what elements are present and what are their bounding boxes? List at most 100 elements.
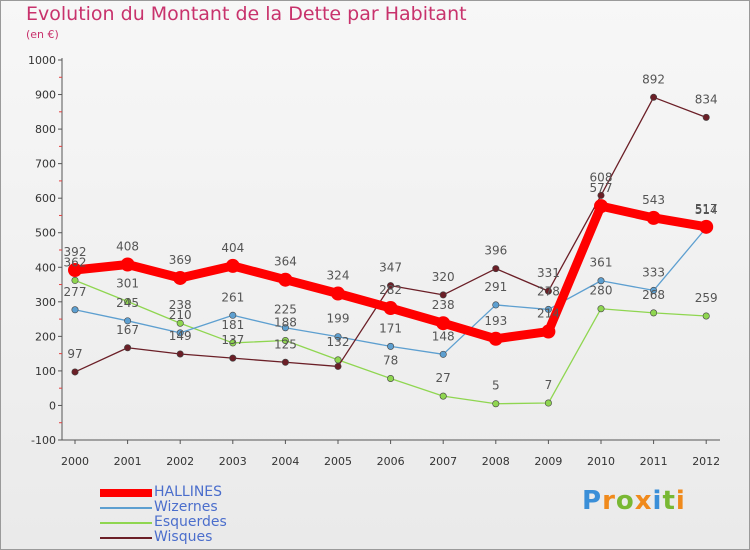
data-point [124, 297, 132, 305]
data-label: 517 [695, 202, 718, 216]
data-label: 282 [379, 283, 402, 297]
data-label: 301 [116, 276, 139, 290]
logo-letter: P [582, 486, 603, 516]
data-label: 7 [545, 378, 553, 392]
data-label: 543 [642, 193, 665, 207]
data-point [71, 368, 79, 376]
data-point [387, 282, 395, 290]
data-label: 291 [484, 280, 507, 294]
data-point [699, 219, 714, 234]
data-label: 324 [327, 269, 350, 283]
data-point [176, 350, 184, 358]
data-label: 392 [64, 245, 87, 259]
y-tick-label: -100 [31, 434, 56, 447]
chart-title: Evolution du Montant de la Dette par Hab… [26, 3, 467, 25]
y-tick-label: 0 [49, 399, 56, 412]
data-point [176, 319, 184, 327]
data-label: 188 [274, 316, 297, 330]
data-point [229, 354, 237, 362]
y-tick-label: 900 [35, 89, 56, 102]
x-tick-label: 2005 [324, 455, 352, 468]
data-label: 27 [436, 371, 451, 385]
legend-item-wizernes: Wizernes [100, 500, 227, 515]
data-point [650, 286, 658, 294]
y-tick-label: 600 [35, 192, 56, 205]
legend-item-wisques: Wisques [100, 530, 227, 545]
data-point [120, 257, 135, 272]
data-label: 132 [327, 335, 350, 349]
data-point [597, 277, 605, 285]
data-point [492, 400, 500, 408]
data-label: 199 [327, 312, 350, 326]
data-label: 396 [484, 244, 507, 258]
proxiti-logo: Proxiti [582, 486, 686, 516]
data-point [439, 392, 447, 400]
data-label: 225 [274, 303, 297, 317]
x-tick-label: 2011 [640, 455, 668, 468]
data-point [544, 287, 552, 295]
data-point [71, 276, 79, 284]
data-label: 277 [64, 285, 87, 299]
data-point [387, 342, 395, 350]
data-point [646, 210, 661, 225]
legend-swatch [100, 536, 152, 539]
data-label: 320 [432, 270, 455, 284]
logo-letter: x [634, 486, 653, 516]
x-tick-label: 2009 [534, 455, 562, 468]
data-label: 181 [221, 318, 244, 332]
data-label: 214 [537, 307, 560, 321]
data-point [71, 306, 79, 314]
data-label: 278 [537, 284, 560, 298]
data-label: 238 [432, 298, 455, 312]
y-tick-label: 1000 [28, 54, 56, 67]
data-label: 408 [116, 240, 139, 254]
data-point [702, 312, 710, 320]
data-label: 171 [379, 321, 402, 335]
chart-subtitle: (en €) [26, 28, 59, 41]
data-point [331, 286, 345, 301]
data-point [68, 263, 82, 278]
x-tick-label: 2008 [482, 455, 510, 468]
data-point [650, 309, 658, 317]
x-tick-label: 2002 [166, 455, 194, 468]
logo-letter: r [602, 486, 616, 516]
data-label: 369 [169, 253, 192, 267]
data-point [225, 258, 240, 273]
legend-label: HALLINES [154, 484, 223, 500]
data-label: 167 [116, 323, 139, 337]
x-tick-label: 2004 [271, 455, 299, 468]
data-label: 364 [274, 255, 297, 269]
x-tick-label: 2001 [114, 455, 142, 468]
y-tick-label: 400 [35, 261, 56, 274]
x-tick-label: 2012 [692, 455, 720, 468]
x-tick-label: 2003 [219, 455, 247, 468]
x-tick-label: 2006 [377, 455, 405, 468]
data-label: 331 [537, 266, 560, 280]
y-tick-label: 100 [35, 365, 56, 378]
data-point [492, 301, 500, 309]
data-label: 280 [590, 284, 613, 298]
y-tick-label: 300 [35, 296, 56, 309]
data-label: 333 [642, 265, 665, 279]
data-point [281, 324, 289, 332]
data-label: 148 [432, 329, 455, 343]
data-label: 362 [64, 255, 87, 269]
data-label: 608 [590, 170, 613, 184]
data-label: 245 [116, 296, 139, 310]
data-point [229, 311, 237, 319]
x-tick-label: 2000 [61, 455, 89, 468]
legend-swatch [100, 488, 152, 497]
data-label: 149 [169, 329, 192, 343]
data-point [176, 329, 184, 337]
data-label: 125 [274, 337, 297, 351]
data-point [383, 301, 398, 316]
data-label: 577 [590, 181, 613, 195]
data-point [544, 399, 552, 407]
data-point [334, 333, 342, 341]
legend-swatch [100, 506, 152, 509]
logo-letter: i [675, 486, 686, 516]
data-point [544, 305, 552, 313]
chart-legend: HALLINES Wizernes Esquerdes Wisques [100, 485, 227, 545]
data-label: 834 [695, 92, 718, 106]
data-point [229, 339, 237, 347]
